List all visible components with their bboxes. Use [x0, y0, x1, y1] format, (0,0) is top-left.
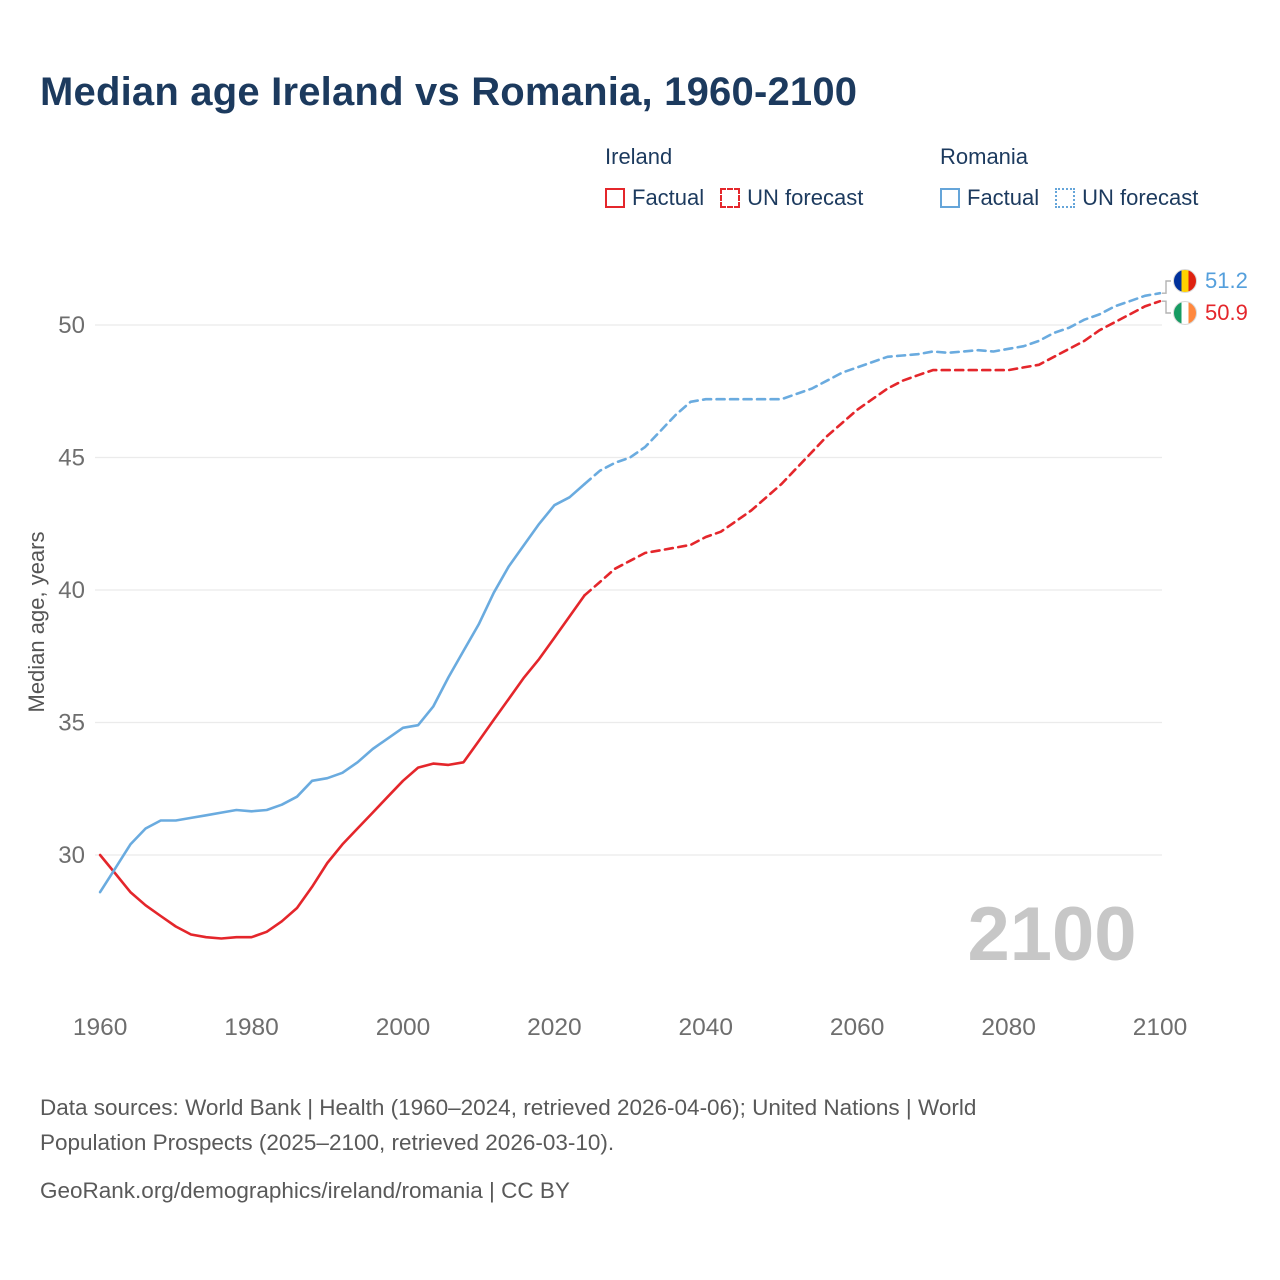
ireland-factual-line — [98, 594, 586, 940]
legend-group-ireland: Ireland Factual UN forecast — [605, 144, 863, 211]
ireland-forecast-line — [583, 299, 1162, 597]
legend-romania-header: Romania — [940, 144, 1029, 169]
y-tick-label: 35 — [58, 710, 85, 737]
y-tick-label: 45 — [58, 445, 85, 472]
x-tick-label: 1980 — [224, 1014, 279, 1041]
ireland-forecast-swatch-icon — [720, 188, 741, 208]
attribution-link[interactable]: GeoRank.org/demographics/ireland/romania… — [40, 1178, 570, 1203]
ireland-flag-icon — [1173, 301, 1197, 325]
legend-ireland-items: Factual UN forecast — [605, 185, 863, 211]
ireland-factual-swatch-icon — [605, 188, 625, 208]
y-tick-label: 40 — [58, 577, 85, 604]
legend-item-romania-factual[interactable]: Factual — [940, 185, 1039, 211]
legend-item-ireland-forecast[interactable]: UN forecast — [720, 185, 863, 211]
romania-factual-swatch-icon — [940, 188, 960, 208]
y-tick-label: 50 — [58, 312, 85, 339]
data-sources-line2: Population Prospects (2025–2100, retriev… — [40, 1130, 615, 1155]
data-sources-line1: Data sources: World Bank | Health (1960–… — [40, 1095, 977, 1120]
x-tick-label: 2000 — [376, 1014, 431, 1041]
footer: Data sources: World Bank | Health (1960–… — [40, 1090, 976, 1208]
x-tick-label: 2080 — [981, 1014, 1036, 1041]
end-label-romania: 51.2 — [1173, 268, 1248, 294]
y-axis-label: Median age, years — [24, 532, 49, 713]
legend-item-label: Factual — [967, 185, 1040, 210]
legend-item-label: UN forecast — [747, 185, 864, 210]
legend-item-label: UN forecast — [1082, 185, 1199, 210]
romania-factual-line — [98, 482, 586, 894]
end-value-romania: 51.2 — [1205, 268, 1248, 293]
legend-romania-items: Factual UN forecast — [940, 185, 1198, 211]
romania-forecast-swatch-icon — [1055, 188, 1076, 208]
end-label-connector — [1162, 300, 1171, 314]
end-value-ireland: 50.9 — [1205, 300, 1248, 325]
x-tick-label: 2020 — [527, 1014, 582, 1041]
page-title: Median age Ireland vs Romania, 1960-2100 — [40, 70, 858, 114]
x-tick-label: 2100 — [1133, 1014, 1188, 1041]
romania-forecast-line — [583, 291, 1162, 486]
x-tick-label: 2060 — [830, 1014, 885, 1041]
watermark-year: 2100 — [967, 892, 1136, 977]
legend-item-ireland-factual[interactable]: Factual — [605, 185, 704, 211]
romania-flag-icon — [1173, 269, 1197, 293]
x-tick-label: 1960 — [73, 1014, 128, 1041]
end-label-ireland: 50.9 — [1173, 300, 1248, 326]
legend-ireland-header: Ireland — [605, 144, 673, 169]
y-tick-label: 30 — [58, 842, 85, 869]
end-label-connector — [1162, 280, 1171, 294]
legend-item-label: Factual — [632, 185, 705, 210]
x-tick-label: 2040 — [679, 1014, 734, 1041]
legend-item-romania-forecast[interactable]: UN forecast — [1055, 185, 1198, 211]
legend-group-romania: Romania Factual UN forecast — [940, 144, 1198, 211]
